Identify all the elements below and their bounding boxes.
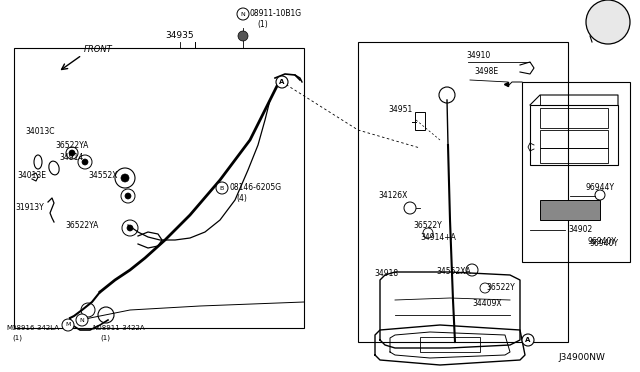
Bar [522,82,630,262]
Text: 34918: 34918 [374,269,398,279]
Bar [540,200,600,220]
Circle shape [125,193,131,199]
Text: 34409X: 34409X [472,298,502,308]
Circle shape [69,150,75,156]
Text: J34900NW: J34900NW [558,353,605,362]
Text: 96940Y: 96940Y [590,240,619,248]
Text: 34552X: 34552X [88,170,118,180]
Bar [540,130,608,148]
Text: A: A [525,337,531,343]
Text: 08146-6205G: 08146-6205G [229,183,281,192]
Text: N08911-3422A: N08911-3422A [92,325,145,331]
Circle shape [216,182,228,194]
Circle shape [238,31,248,41]
Text: 34013C: 34013C [25,128,54,137]
Text: 96940Y: 96940Y [588,237,617,247]
Text: 31913Y: 31913Y [15,203,44,212]
Text: 36522YA: 36522YA [55,141,88,151]
Text: A: A [279,79,285,85]
Text: 34902: 34902 [568,225,592,234]
Text: FRONT: FRONT [84,45,113,54]
Circle shape [276,76,288,88]
Circle shape [121,174,129,182]
Text: N: N [241,12,245,16]
Text: 3498E: 3498E [474,67,498,77]
Text: 34126X: 34126X [378,192,408,201]
Bar [420,337,480,352]
Bar [530,105,618,165]
Text: 36522Y: 36522Y [413,221,442,231]
Text: (4): (4) [236,193,247,202]
Text: 08911-10B1G: 08911-10B1G [250,10,302,19]
Text: 36522Y: 36522Y [486,282,515,292]
Text: N: N [79,317,84,323]
Circle shape [62,319,74,331]
Circle shape [82,159,88,165]
Text: 34914+A: 34914+A [420,234,456,243]
Text: M08916-342LA: M08916-342LA [6,325,59,331]
Bar [14,48,304,328]
Bar [540,108,608,128]
Circle shape [76,314,88,326]
Circle shape [127,225,133,231]
Text: 34552XA: 34552XA [436,266,471,276]
Circle shape [237,8,249,20]
Bar [415,112,425,130]
Text: 96944Y: 96944Y [586,183,615,192]
Text: 34910: 34910 [466,51,490,61]
Text: M: M [65,323,70,327]
Text: (1): (1) [100,335,110,341]
Circle shape [586,0,630,44]
Text: B: B [220,186,224,190]
Text: 34013E: 34013E [17,171,46,180]
Text: 34951: 34951 [388,106,412,115]
Text: 34914: 34914 [59,153,83,161]
Text: 36522YA: 36522YA [65,221,99,231]
Text: 34935: 34935 [166,31,195,39]
Text: (1): (1) [257,19,268,29]
Circle shape [522,334,534,346]
Bar [540,148,608,163]
Bar [358,42,568,342]
Text: (1): (1) [12,335,22,341]
